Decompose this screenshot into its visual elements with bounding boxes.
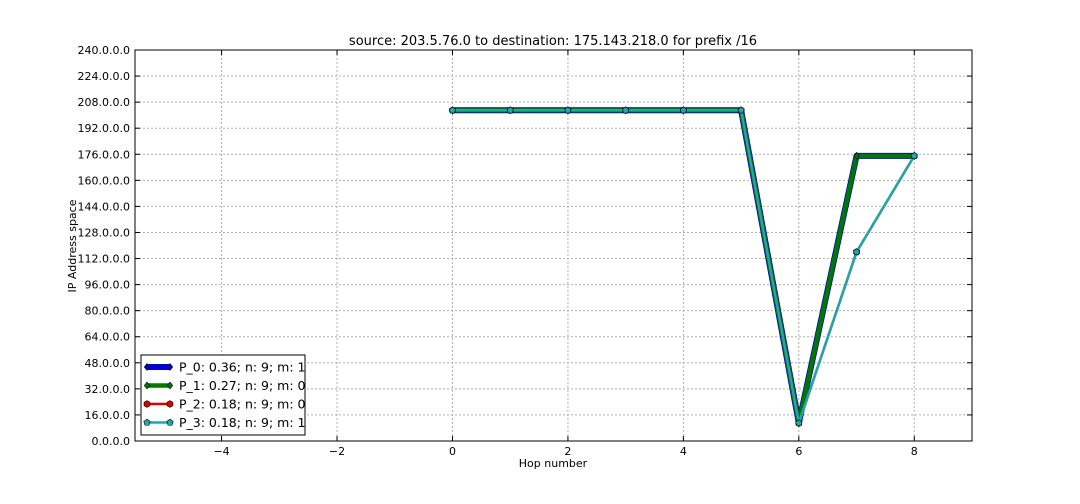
x-tick-label: 8 (911, 445, 918, 458)
x-axis-title: Hop number (519, 457, 588, 470)
chart-title: source: 203.5.76.0 to destination: 175.1… (349, 34, 757, 49)
legend-entry-label: P_2: 0.18; n: 9; m: 0 (179, 397, 306, 412)
y-tick-label: 144.0.0.0 (78, 200, 130, 213)
data-point-marker (737, 106, 745, 114)
plot-frame (134, 49, 973, 442)
data-point-marker (166, 400, 174, 408)
y-tick-label: 128.0.0.0 (78, 226, 130, 239)
legend: P_0: 0.36; n: 9; m: 1 P_1: 0.27; n: 9; m:… (140, 354, 306, 436)
y-tick-label: 48.0.0.0 (85, 357, 130, 370)
x-tick-label: 4 (680, 445, 687, 458)
data-point-marker (143, 363, 151, 371)
data-point-marker (852, 248, 861, 256)
series-layer (448, 106, 918, 427)
y-tick-label: 64.0.0.0 (85, 331, 130, 344)
data-point-marker (506, 106, 514, 114)
legend-entry-label: P_0: 0.36; n: 9; m: 1 (179, 360, 306, 375)
data-point-marker (166, 418, 174, 426)
data-point-marker (166, 381, 174, 390)
y-tick-label: 176.0.0.0 (78, 148, 130, 161)
y-tick-label: 224.0.0.0 (78, 70, 130, 83)
legend-entry-label: P_3: 0.18; n: 9; m: 1 (179, 415, 306, 430)
data-point-marker (853, 152, 860, 160)
series-3 (448, 106, 918, 427)
y-tick-label: 112.0.0.0 (78, 253, 130, 266)
data-point-marker (448, 106, 457, 114)
y-tick-label: 0.0.0.0 (92, 435, 130, 448)
y-tick-label: 240.0.0.0 (78, 44, 130, 57)
data-point-marker (143, 418, 151, 426)
data-point-marker (143, 400, 151, 408)
y-tick-label: 192.0.0.0 (78, 122, 130, 135)
y-tick-label: 96.0.0.0 (85, 279, 130, 292)
y-tick-label: 208.0.0.0 (78, 96, 130, 109)
data-point-marker (622, 106, 630, 114)
legend-entry-label: P_1: 0.27; n: 9; m: 0 (179, 378, 306, 393)
data-point-marker (679, 106, 687, 114)
x-tick-label: 0 (449, 445, 456, 458)
data-point-marker (564, 106, 572, 114)
data-point-marker (143, 381, 151, 390)
data-point-marker (166, 363, 174, 371)
x-tick-label: −4 (213, 445, 229, 458)
y-axis-title: IP Address space (66, 199, 79, 292)
y-tick-label: 80.0.0.0 (85, 305, 130, 318)
x-tick-label: −2 (329, 445, 345, 458)
y-tick-label: 16.0.0.0 (85, 409, 130, 422)
data-point-marker (910, 152, 918, 159)
data-point-marker (795, 419, 803, 427)
y-tick-label: 32.0.0.0 (85, 383, 130, 396)
x-tick-label: 6 (795, 445, 802, 458)
x-tick-label: 2 (564, 445, 571, 458)
y-tick-label: 160.0.0.0 (78, 174, 130, 187)
tick-layer: −4 −2 0 2 4 6 80.0.0.016.0.0.032.0.0.048.0.0.0… (78, 44, 972, 458)
